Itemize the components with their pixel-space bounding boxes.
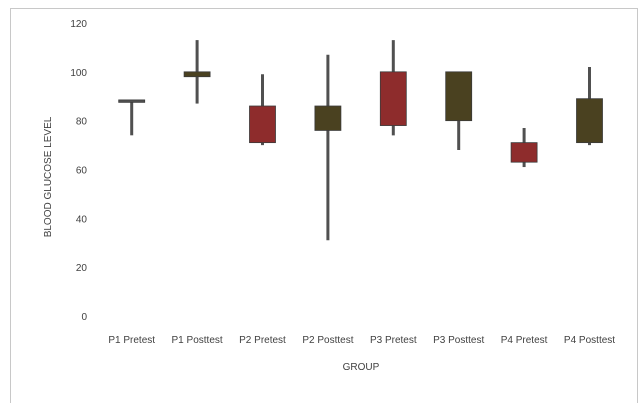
y-tick-label: 120 [70, 19, 87, 30]
box-2 [249, 74, 276, 146]
box-4 [379, 40, 407, 136]
box-0 [118, 99, 146, 136]
box-1 [183, 40, 211, 104]
box-body [314, 105, 342, 131]
x-tick-label: P2 Pretest [239, 335, 286, 346]
box-body [118, 99, 146, 103]
y-tick-label: 100 [70, 68, 87, 79]
y-tick-label: 20 [76, 263, 88, 274]
box-body [379, 71, 407, 126]
y-axis-ticks: 0 20 40 60 80 100 120 [70, 19, 87, 323]
x-tick-label: P3 Pretest [370, 335, 417, 346]
box-body [249, 105, 276, 144]
box-5 [445, 71, 473, 150]
box-body [510, 142, 538, 163]
box-body [576, 98, 603, 144]
x-tick-label: P1 Pretest [108, 335, 155, 346]
x-tick-label: P4 Pretest [501, 335, 548, 346]
box-6 [510, 127, 538, 168]
box-7 [576, 66, 603, 146]
box-series [118, 40, 603, 241]
y-tick-label: 0 [81, 312, 87, 323]
box-body [183, 71, 211, 78]
y-tick-label: 80 [76, 117, 88, 128]
x-axis-title: GROUP [343, 362, 380, 373]
x-tick-label: P3 Posttest [433, 335, 484, 346]
box-body [445, 71, 473, 122]
chart-frame [10, 8, 638, 403]
x-tick-label: P2 Posttest [302, 335, 353, 346]
box-3 [314, 54, 342, 241]
x-axis-ticks: P1 Pretest P1 Posttest P2 Pretest P2 Postte… [108, 335, 615, 346]
x-tick-label: P1 Posttest [172, 335, 223, 346]
y-axis-title: BLOOD GLUCOSE LEVEL [43, 116, 54, 237]
y-tick-label: 40 [76, 214, 88, 225]
y-tick-label: 60 [76, 166, 88, 177]
x-tick-label: P4 Posttest [564, 335, 615, 346]
